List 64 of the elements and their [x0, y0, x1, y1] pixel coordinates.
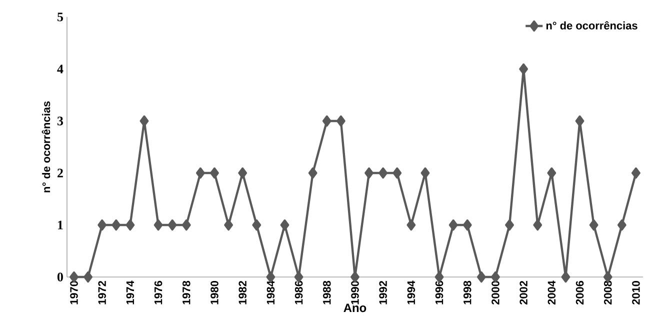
point [336, 115, 346, 127]
y-tick-label: 3 [57, 116, 64, 126]
point [378, 167, 388, 179]
x-tick-label: 1980 [210, 280, 218, 304]
point [589, 219, 598, 231]
point [238, 167, 248, 179]
point [462, 219, 472, 231]
x-tick-label: 1984 [266, 280, 275, 304]
y-tick-label: 4 [57, 64, 64, 74]
point [476, 271, 486, 283]
x-tick-label: 2010 [632, 280, 640, 305]
x-tick-label: 1992 [379, 280, 387, 304]
point [547, 167, 556, 179]
point [126, 219, 135, 231]
point [182, 219, 191, 231]
point [140, 115, 149, 127]
x-tick-label: 1978 [182, 280, 190, 304]
point [224, 219, 233, 231]
point [112, 219, 121, 231]
legend-label: n° de ocorrências [546, 21, 638, 30]
y-tick-label: 2 [58, 168, 63, 178]
point [322, 115, 332, 127]
x-tick-label: 2006 [576, 280, 584, 305]
x-tick-label: 1974 [126, 280, 134, 304]
x-tick-label: 1990 [351, 280, 359, 304]
point [561, 271, 570, 283]
point [84, 271, 93, 283]
x-tick-label: 2008 [604, 280, 612, 305]
point [632, 167, 640, 179]
x-tick-label: 1982 [238, 280, 246, 304]
point [617, 219, 626, 231]
y-tick-label: 0 [57, 272, 63, 282]
x-tick-label: 1988 [323, 280, 331, 304]
point [575, 115, 584, 127]
point [406, 219, 416, 231]
point [154, 219, 163, 231]
x-tick-label: 2004 [548, 280, 556, 305]
point [448, 219, 458, 231]
point [392, 167, 402, 179]
point [420, 167, 430, 179]
point [505, 219, 514, 231]
point [168, 219, 177, 231]
point [519, 63, 528, 75]
x-tick-label: 1986 [294, 280, 303, 304]
x-tick-label: 2002 [520, 280, 528, 305]
x-tick-label: 1998 [464, 280, 472, 304]
point [308, 167, 318, 179]
x-tick-label: 1972 [98, 280, 106, 304]
y-axis-title: n° de ocorrências [42, 101, 50, 192]
point [210, 167, 219, 179]
x-tick-label: 1994 [407, 280, 416, 304]
point [252, 219, 262, 231]
x-tick-label: 1996 [435, 280, 444, 304]
y-tick-label: 5 [57, 12, 63, 22]
x-tick-label: 1976 [154, 280, 162, 304]
x-tick-label: 2000 [492, 280, 500, 305]
point [280, 219, 290, 231]
x-tick-label: 1970 [70, 280, 78, 304]
point [98, 219, 107, 231]
y-tick-label: 1 [58, 220, 63, 230]
x-axis-title: Ano [344, 304, 366, 312]
point [533, 219, 542, 231]
point [196, 167, 205, 179]
point [364, 167, 374, 179]
